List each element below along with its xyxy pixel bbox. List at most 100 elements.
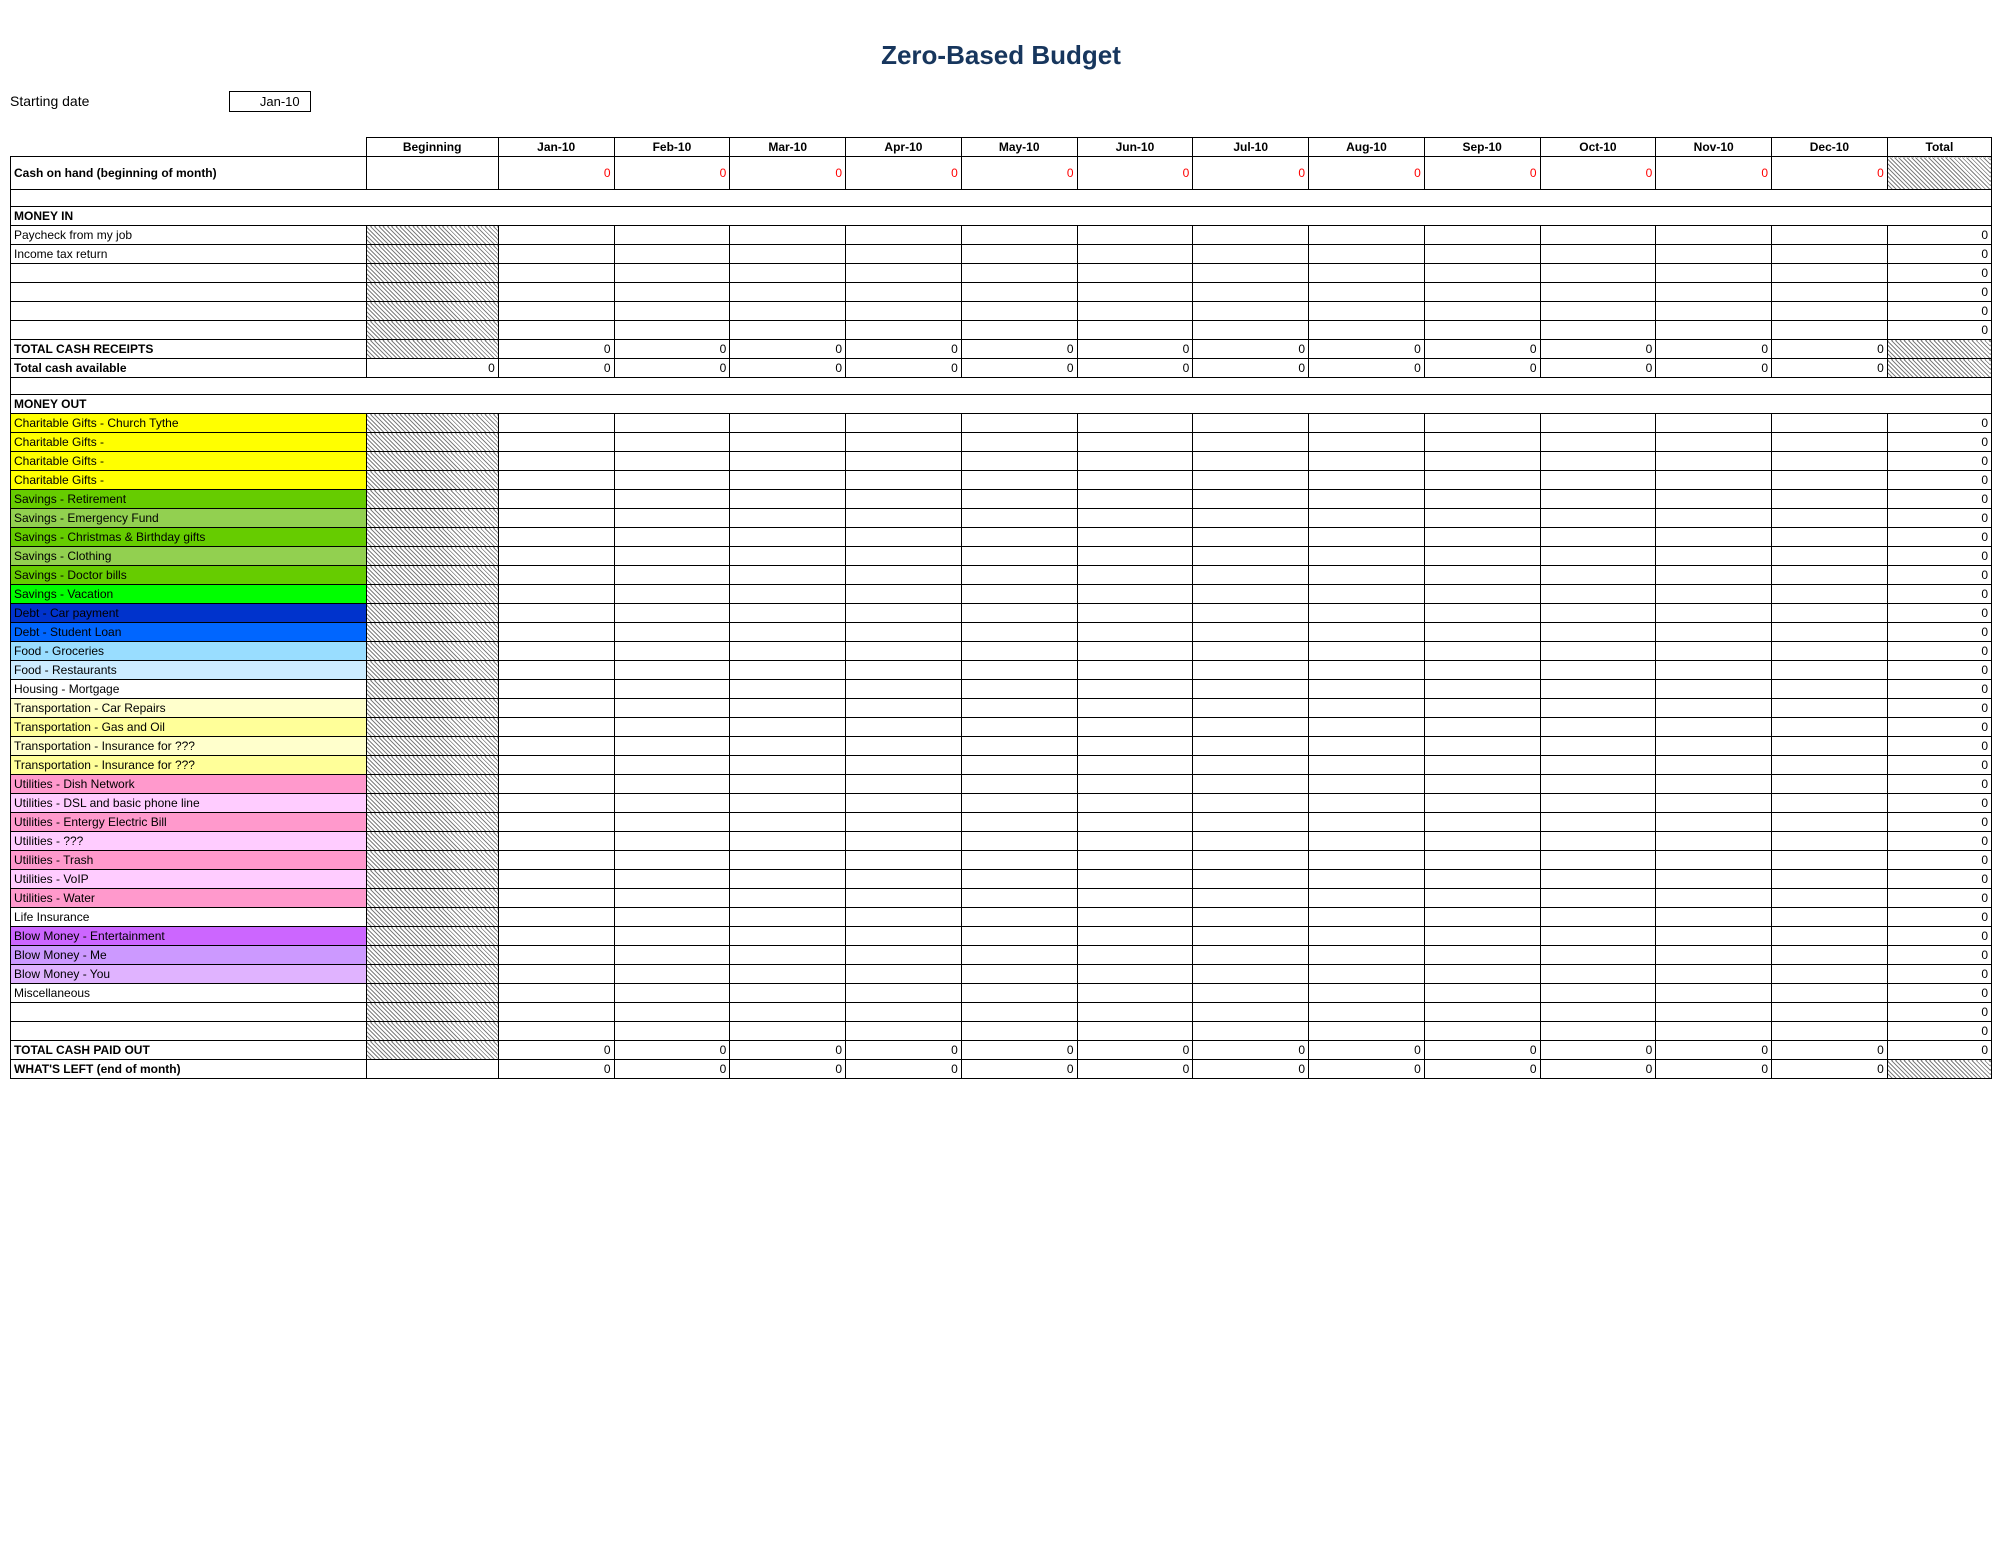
cell[interactable] — [846, 623, 962, 642]
cell[interactable] — [961, 661, 1077, 680]
row-label[interactable]: Blow Money - Entertainment — [11, 927, 367, 946]
cell[interactable] — [730, 946, 846, 965]
cell[interactable] — [1540, 965, 1656, 984]
cell[interactable] — [1077, 756, 1193, 775]
cell[interactable] — [1193, 1003, 1309, 1022]
cell[interactable] — [1540, 604, 1656, 623]
cell[interactable] — [1077, 414, 1193, 433]
cell[interactable] — [614, 1022, 730, 1041]
cell[interactable] — [1656, 642, 1772, 661]
cell[interactable] — [961, 490, 1077, 509]
cell[interactable] — [1656, 794, 1772, 813]
row-label[interactable]: Savings - Emergency Fund — [11, 509, 367, 528]
cell[interactable] — [1772, 264, 1888, 283]
row-label[interactable] — [11, 264, 367, 283]
row-label[interactable]: Charitable Gifts - Church Tythe — [11, 414, 367, 433]
cell[interactable] — [961, 1003, 1077, 1022]
cell[interactable] — [730, 813, 846, 832]
cell[interactable] — [1193, 490, 1309, 509]
cell[interactable] — [1309, 528, 1425, 547]
cell[interactable] — [1772, 585, 1888, 604]
cell[interactable] — [1077, 908, 1193, 927]
cell[interactable] — [961, 245, 1077, 264]
cell[interactable] — [1193, 471, 1309, 490]
cell[interactable] — [730, 737, 846, 756]
cell[interactable] — [846, 680, 962, 699]
cell[interactable] — [730, 433, 846, 452]
cell[interactable] — [614, 566, 730, 585]
cell[interactable] — [366, 157, 498, 190]
cell[interactable] — [1540, 264, 1656, 283]
cell[interactable]: 0 — [846, 157, 962, 190]
cell[interactable] — [498, 509, 614, 528]
cell[interactable] — [498, 283, 614, 302]
cell[interactable] — [1309, 302, 1425, 321]
cell[interactable] — [614, 283, 730, 302]
cell[interactable] — [730, 452, 846, 471]
cell[interactable] — [846, 264, 962, 283]
cell[interactable] — [961, 264, 1077, 283]
cell[interactable] — [1193, 1022, 1309, 1041]
cell[interactable] — [498, 642, 614, 661]
cell[interactable] — [614, 623, 730, 642]
cell[interactable] — [961, 302, 1077, 321]
cell[interactable] — [1540, 1003, 1656, 1022]
cell[interactable] — [1424, 471, 1540, 490]
cell[interactable]: 0 — [1077, 157, 1193, 190]
cell[interactable] — [498, 946, 614, 965]
cell[interactable] — [730, 321, 846, 340]
cell[interactable] — [846, 471, 962, 490]
cell[interactable] — [1772, 642, 1888, 661]
cell[interactable] — [846, 813, 962, 832]
cell[interactable] — [498, 585, 614, 604]
cell[interactable] — [1772, 547, 1888, 566]
cell[interactable] — [1424, 283, 1540, 302]
cell[interactable] — [1424, 414, 1540, 433]
cell[interactable] — [1540, 566, 1656, 585]
cell[interactable] — [498, 245, 614, 264]
cell[interactable] — [1424, 718, 1540, 737]
cell[interactable] — [614, 813, 730, 832]
cell[interactable] — [1424, 302, 1540, 321]
cell[interactable] — [1772, 245, 1888, 264]
cell[interactable] — [1193, 870, 1309, 889]
cell[interactable] — [846, 490, 962, 509]
cell[interactable] — [961, 321, 1077, 340]
cell[interactable] — [498, 851, 614, 870]
cell[interactable] — [1309, 984, 1425, 1003]
cell[interactable] — [1772, 509, 1888, 528]
cell[interactable] — [1309, 680, 1425, 699]
cell[interactable] — [1077, 566, 1193, 585]
cell[interactable] — [1424, 245, 1540, 264]
cell[interactable] — [614, 642, 730, 661]
cell[interactable] — [846, 756, 962, 775]
cell[interactable] — [1077, 1003, 1193, 1022]
cell[interactable] — [614, 737, 730, 756]
cell[interactable] — [961, 1022, 1077, 1041]
cell[interactable] — [498, 433, 614, 452]
cell[interactable] — [1193, 756, 1309, 775]
cell[interactable] — [961, 585, 1077, 604]
cell[interactable] — [1540, 718, 1656, 737]
cell[interactable] — [846, 889, 962, 908]
cell[interactable] — [498, 794, 614, 813]
cell[interactable] — [1077, 623, 1193, 642]
cell[interactable] — [1540, 984, 1656, 1003]
cell[interactable] — [961, 794, 1077, 813]
cell[interactable] — [1193, 813, 1309, 832]
cell[interactable] — [1656, 226, 1772, 245]
cell[interactable] — [846, 585, 962, 604]
row-label[interactable]: Food - Restaurants — [11, 661, 367, 680]
cell[interactable] — [498, 889, 614, 908]
cell[interactable] — [1193, 794, 1309, 813]
cell[interactable] — [846, 226, 962, 245]
cell[interactable] — [1077, 547, 1193, 566]
cell[interactable] — [1193, 680, 1309, 699]
cell[interactable] — [1309, 547, 1425, 566]
cell[interactable] — [1656, 718, 1772, 737]
cell[interactable] — [1656, 908, 1772, 927]
cell[interactable] — [498, 302, 614, 321]
cell[interactable] — [961, 718, 1077, 737]
cell[interactable] — [498, 984, 614, 1003]
cell[interactable] — [1077, 642, 1193, 661]
